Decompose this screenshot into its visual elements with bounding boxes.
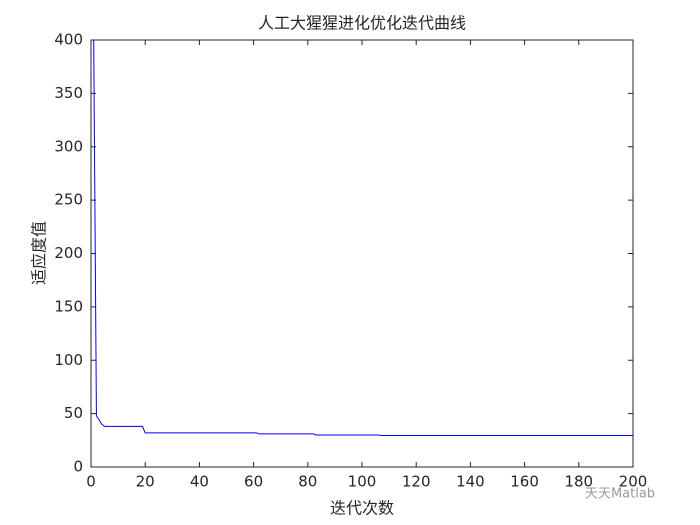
watermark: 天天Matlab [585, 487, 655, 502]
y-tick-label: 0 [73, 458, 83, 476]
x-tick-label: 0 [86, 473, 96, 491]
y-tick-label: 250 [54, 191, 83, 209]
chart-title: 人工大猩猩进化优化迭代曲线 [258, 14, 466, 33]
x-tick-label: 60 [244, 473, 263, 491]
x-tick-label: 200 [619, 473, 648, 491]
y-tick-label: 150 [54, 297, 83, 315]
x-tick-label: 80 [298, 473, 317, 491]
y-tick-label: 200 [54, 244, 83, 262]
x-axis-label: 迭代次数 [330, 499, 394, 518]
data-line [93, 39, 633, 437]
y-tick-label: 400 [54, 31, 83, 49]
axes-frame [90, 39, 634, 468]
x-tick-label: 100 [348, 473, 377, 491]
x-tick-label: 140 [456, 473, 485, 491]
y-tick-label: 50 [64, 404, 83, 422]
x-tick-label: 180 [564, 473, 593, 491]
y-tick-label: 100 [54, 351, 83, 369]
x-tick-label: 40 [190, 473, 209, 491]
plot-area [91, 40, 633, 467]
x-tick-label: 20 [136, 473, 155, 491]
x-tick-label: 120 [402, 473, 431, 491]
x-tick-label: 160 [510, 473, 539, 491]
y-tick-label: 350 [54, 84, 83, 102]
y-axis-label: 适应度值 [30, 221, 49, 285]
y-tick-label: 300 [54, 137, 83, 155]
